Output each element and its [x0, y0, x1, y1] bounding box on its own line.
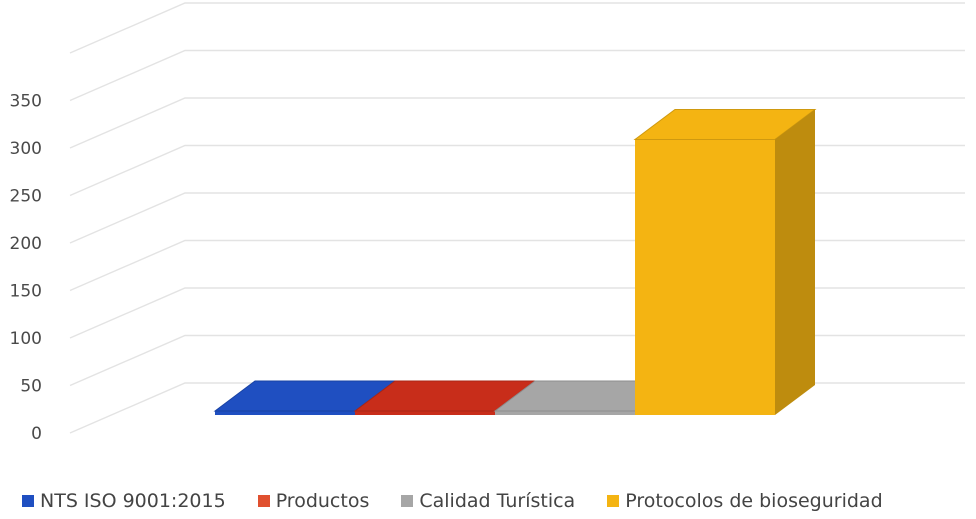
gridline [69, 287, 965, 339]
legend-swatch-calidad [401, 495, 414, 507]
y-tick-label: 50 [20, 377, 42, 397]
gridline [69, 334, 965, 387]
bar-front [495, 411, 635, 415]
legend-item-protocolos: Protocolos de bioseguridad [607, 490, 883, 512]
bar-front [635, 139, 775, 415]
legend-swatch-nts-iso [22, 495, 34, 507]
y-tick-label: 300 [10, 139, 42, 159]
gridline [69, 97, 965, 149]
bar-front [355, 411, 495, 415]
gridline [69, 2, 965, 54]
legend-label-calidad: Calidad Turística [419, 490, 576, 512]
y-tick-label: 100 [10, 329, 42, 349]
bar-front [215, 411, 355, 415]
y-tick-label: 350 [10, 92, 42, 112]
bar-side [775, 109, 815, 415]
gridline [69, 144, 965, 197]
chart-area: 0 50 100 150 200 250 300 350 [10, 2, 965, 445]
gridlines [69, 2, 965, 434]
legend-label-protocolos: Protocolos de bioseguridad [625, 490, 883, 512]
legend-label-nts-iso: NTS ISO 9001:2015 [40, 490, 226, 512]
legend-item-productos: Productos [257, 490, 370, 512]
y-tick-label: 250 [10, 187, 42, 207]
y-tick-label: 150 [10, 282, 42, 302]
gridline [69, 49, 965, 102]
legend-item-nts-iso: NTS ISO 9001:2015 [22, 490, 226, 512]
y-tick-label: 200 [10, 234, 42, 254]
legend-label-productos: Productos [275, 490, 370, 512]
y-axis: 0 50 100 150 200 250 300 350 [10, 92, 42, 445]
bars [213, 108, 817, 415]
legend-swatch-protocolos [607, 495, 620, 507]
legend-swatch-productos [257, 495, 270, 507]
y-tick-label: 0 [31, 424, 42, 444]
legend: NTS ISO 9001:2015 Productos Calidad Turí… [0, 486, 976, 516]
legend-item-calidad: Calidad Turística [401, 490, 575, 512]
gridline [69, 192, 965, 244]
bar-3 [633, 108, 817, 415]
gridline [69, 239, 965, 292]
